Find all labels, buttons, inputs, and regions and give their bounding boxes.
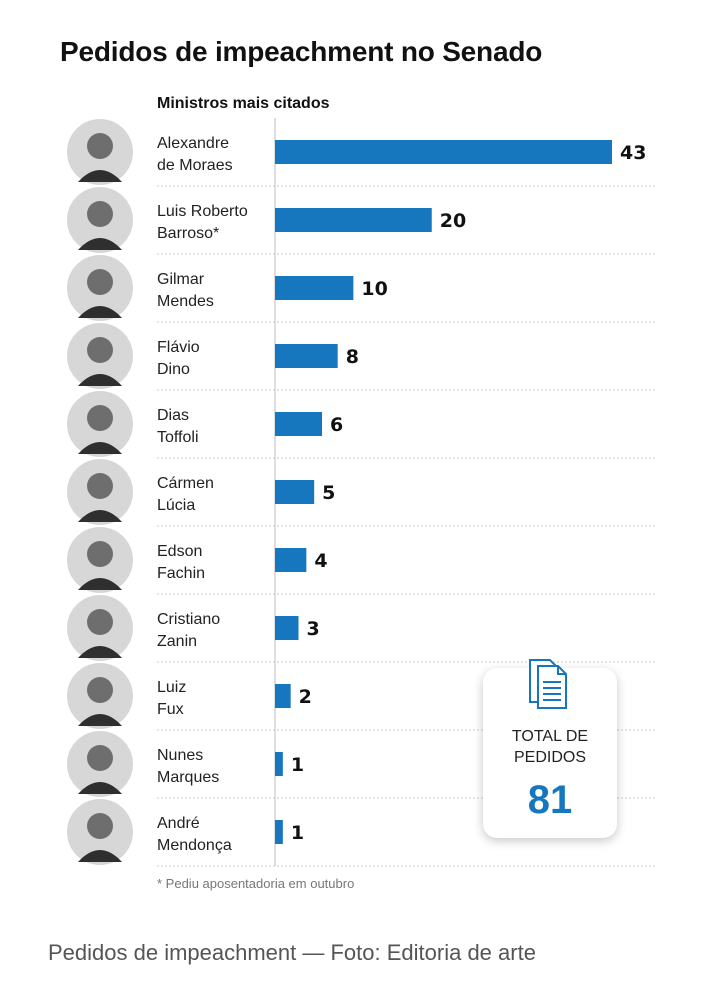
bar: [275, 616, 299, 640]
value-label: 1: [291, 754, 304, 776]
category-label: Flávio: [157, 339, 200, 356]
bar: [275, 548, 307, 572]
avatar-head: [87, 609, 113, 635]
category-label: Dias: [157, 407, 189, 424]
avatar-body: [78, 442, 122, 454]
value-label: 1: [291, 822, 304, 844]
chart-subtitle: Ministros mais citados: [157, 95, 330, 112]
value-label: 3: [307, 618, 320, 640]
category-label: Mendonça: [157, 837, 232, 854]
bar: [275, 208, 432, 232]
value-label: 8: [346, 346, 359, 368]
avatar-head: [87, 677, 113, 703]
avatar-body: [78, 170, 122, 182]
category-label: André: [157, 815, 200, 832]
avatar-head: [87, 269, 113, 295]
total-value: 81: [527, 778, 573, 822]
bar: [275, 752, 283, 776]
value-label: 6: [330, 414, 343, 436]
category-label: Marques: [157, 769, 219, 786]
total-label-line1: TOTAL DE: [511, 728, 589, 745]
documents-icon: [529, 659, 567, 709]
value-label: 2: [299, 686, 312, 708]
value-label: 43: [620, 142, 646, 164]
category-label: Alexandre: [157, 135, 229, 152]
category-label: Toffoli: [157, 429, 199, 446]
footnote: * Pediu aposentadoria em outubro: [157, 876, 355, 891]
avatar-head: [87, 541, 113, 567]
avatar-body: [78, 238, 122, 250]
bar: [275, 480, 315, 504]
bar: [275, 276, 354, 300]
avatar-head: [87, 473, 113, 499]
category-label: Nunes: [157, 747, 203, 764]
value-label: 5: [322, 482, 335, 504]
avatar-body: [78, 850, 122, 862]
value-label: 4: [314, 550, 327, 572]
avatar-body: [78, 714, 122, 726]
bar: [275, 140, 612, 164]
category-label: Cármen: [157, 475, 214, 492]
category-label: Cristiano: [157, 611, 220, 628]
avatar-head: [87, 133, 113, 159]
category-label: Edson: [157, 543, 202, 560]
category-label: Fux: [157, 701, 184, 718]
bar: [275, 344, 338, 368]
category-label: Lúcia: [157, 497, 195, 514]
category-label: Fachin: [157, 565, 205, 582]
category-label: Gilmar: [157, 271, 205, 288]
category-label: Luis Roberto: [157, 203, 248, 220]
total-label: TOTAL DE PEDIDOS: [483, 726, 617, 768]
avatar-body: [78, 510, 122, 522]
total-label-line2: PEDIDOS: [513, 749, 586, 766]
avatar-body: [78, 646, 122, 658]
avatar-body: [78, 782, 122, 794]
bar: [275, 684, 291, 708]
total-card: TOTAL DE PEDIDOS 81: [483, 659, 617, 838]
value-label: 20: [440, 210, 466, 232]
category-label: de Moraes: [157, 157, 233, 174]
image-caption: Pedidos de impeachment — Foto: Editoria …: [48, 940, 536, 965]
avatar-head: [87, 201, 113, 227]
avatar-head: [87, 337, 113, 363]
infographic-card: Pedidos de impeachment no Senado Ministr…: [60, 36, 655, 891]
bar: [275, 412, 323, 436]
category-label: Zanin: [157, 633, 197, 650]
category-label: Mendes: [157, 293, 214, 310]
avatar-head: [87, 405, 113, 431]
value-label: 10: [361, 278, 387, 300]
category-label: Luiz: [157, 679, 186, 696]
avatar-head: [87, 813, 113, 839]
avatar-head: [87, 745, 113, 771]
category-label: Barroso*: [157, 225, 219, 242]
category-label: Dino: [157, 361, 190, 378]
avatar-body: [78, 578, 122, 590]
bar: [275, 820, 283, 844]
avatar-body: [78, 306, 122, 318]
chart-title: Pedidos de impeachment no Senado: [60, 36, 543, 67]
avatar-body: [78, 374, 122, 386]
